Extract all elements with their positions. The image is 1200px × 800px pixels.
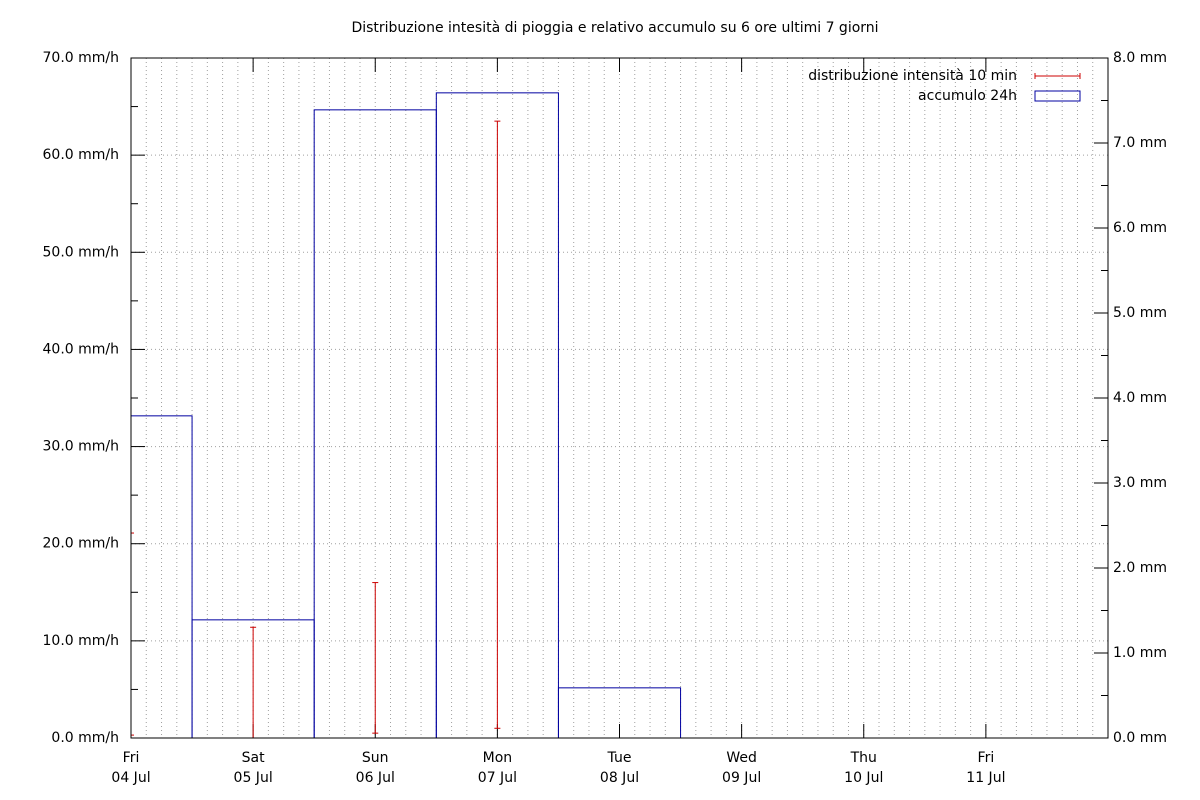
x-tick-label: 09 Jul: [722, 770, 761, 786]
plot-border: [130, 57, 1109, 739]
y2-tick-label: 2.0 mm: [1113, 560, 1167, 576]
x-tick-label: 10 Jul: [844, 770, 883, 786]
y-tick-label: 30.0 mm/h: [43, 439, 120, 455]
y-tick-label: 40.0 mm/h: [43, 341, 120, 357]
legend-label: accumulo 24h: [918, 88, 1017, 104]
y-tick-label: 60.0 mm/h: [43, 147, 120, 163]
plot-area: [131, 92, 682, 738]
y-tick-label: 20.0 mm/h: [43, 536, 120, 552]
x-tick-weekday: Tue: [607, 750, 632, 766]
x-tick-weekday: Sun: [362, 750, 389, 766]
box: [131, 415, 193, 738]
x-tick-label: 08 Jul: [600, 770, 639, 786]
x-tick-label: 05 Jul: [234, 770, 273, 786]
y2-tick-label: 6.0 mm: [1113, 220, 1167, 236]
x-tick-label: 06 Jul: [356, 770, 395, 786]
y2-tick-label: 0.0 mm: [1113, 730, 1167, 746]
legend-swatch: [1034, 90, 1081, 102]
chart-title: Distribuzione intesità di pioggia e rela…: [351, 20, 878, 36]
y2-tick-label: 4.0 mm: [1113, 390, 1167, 406]
x-tick-weekday: Sat: [242, 750, 265, 766]
x-tick-weekday: Mon: [483, 750, 513, 766]
x-tick-label: 11 Jul: [966, 770, 1005, 786]
x-tick-weekday: Fri: [123, 750, 140, 766]
y-tick-label: 10.0 mm/h: [43, 633, 120, 649]
x-tick-label: 07 Jul: [478, 770, 517, 786]
x-tick-weekday: Fri: [978, 750, 995, 766]
x-tick-weekday: Thu: [850, 750, 877, 766]
x-tick-label: 04 Jul: [111, 770, 150, 786]
y2-tick-label: 8.0 mm: [1113, 50, 1167, 66]
y-tick-label: 70.0 mm/h: [43, 50, 120, 66]
x-tick-weekday: Wed: [726, 750, 757, 766]
legend-label: distribuzione intensità 10 min: [808, 68, 1017, 84]
y2-tick-label: 7.0 mm: [1113, 135, 1167, 151]
y-tick-label: 50.0 mm/h: [43, 244, 120, 260]
y2-tick-label: 5.0 mm: [1113, 305, 1167, 321]
y2-tick-label: 3.0 mm: [1113, 475, 1167, 491]
box: [435, 92, 559, 738]
y2-tick-label: 1.0 mm: [1113, 645, 1167, 661]
y-tick-label: 0.0 mm/h: [51, 730, 119, 746]
